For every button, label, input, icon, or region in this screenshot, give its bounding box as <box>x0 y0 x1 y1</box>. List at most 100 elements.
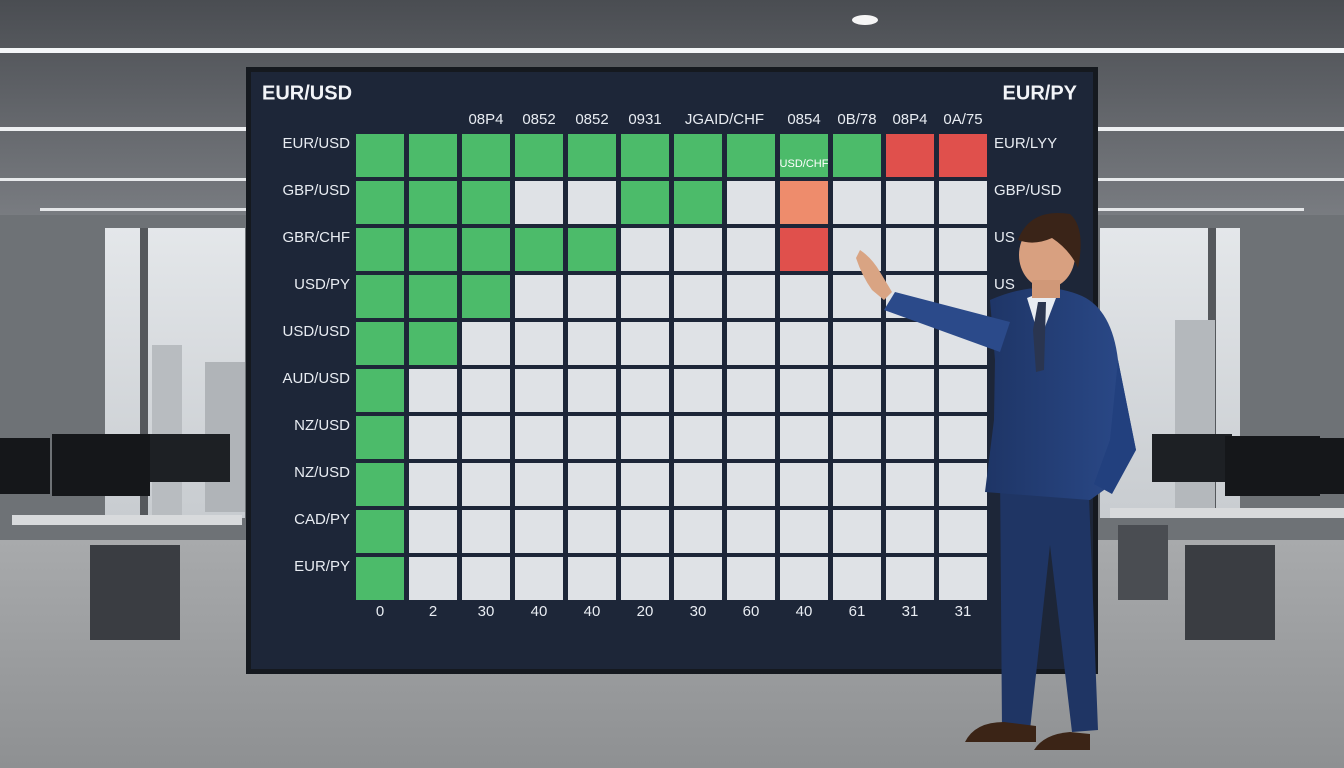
grid-cell <box>780 181 828 224</box>
column-header: 08P4 <box>892 111 927 128</box>
grid-cell <box>621 416 669 459</box>
grid-cell <box>833 510 881 553</box>
grid-cell <box>939 557 987 600</box>
column-header: 08P4 <box>468 111 503 128</box>
grid-cell <box>568 275 616 318</box>
title-right: EUR/PY <box>1003 82 1078 104</box>
grid-cell <box>939 463 987 506</box>
column-header: 0852 <box>575 111 608 128</box>
grid-cell <box>356 322 404 365</box>
grid-cell <box>674 557 722 600</box>
grid-cell <box>568 228 616 271</box>
grid-cell <box>621 275 669 318</box>
bottom-label: 30 <box>478 603 495 620</box>
heatmap-grid: USD/CHF <box>356 134 987 600</box>
grid-cell <box>356 510 404 553</box>
grid-cell <box>462 275 510 318</box>
grid-cell <box>780 557 828 600</box>
grid-cell <box>409 134 457 177</box>
grid-cell <box>886 463 934 506</box>
grid-cell <box>356 369 404 412</box>
grid-cell <box>939 134 987 177</box>
grid-cell <box>886 510 934 553</box>
grid-cell <box>568 416 616 459</box>
grid-cell <box>780 275 828 318</box>
grid-cell <box>780 416 828 459</box>
grid-cell <box>568 134 616 177</box>
grid-cell <box>462 557 510 600</box>
grid-cell <box>462 322 510 365</box>
grid-cell <box>886 134 934 177</box>
row-label: EUR/PY <box>294 558 350 575</box>
grid-cell <box>780 228 828 271</box>
grid-cell <box>568 181 616 224</box>
grid-cell <box>674 510 722 553</box>
grid-cell <box>462 134 510 177</box>
grid-cell <box>568 510 616 553</box>
grid-cell <box>515 181 563 224</box>
grid-cell <box>674 369 722 412</box>
grid-cell <box>356 275 404 318</box>
right-label: GBP/USD <box>994 182 1062 199</box>
row-label: CAD/PY <box>294 511 350 528</box>
grid-cell <box>833 134 881 177</box>
grid-cell <box>780 510 828 553</box>
grid-cell <box>727 510 775 553</box>
bottom-label: 30 <box>690 603 707 620</box>
grid-cell <box>886 228 934 271</box>
grid-cell <box>939 369 987 412</box>
row-label: USD/PY <box>294 276 350 293</box>
grid-cell <box>568 557 616 600</box>
bottom-label: 40 <box>796 603 813 620</box>
grid-cell <box>727 181 775 224</box>
grid-cell <box>727 322 775 365</box>
grid-cell <box>356 134 404 177</box>
grid-cell <box>939 416 987 459</box>
grid-cell <box>780 463 828 506</box>
presenter <box>856 213 1136 750</box>
grid-cell <box>356 416 404 459</box>
bottom-label: 31 <box>955 603 972 620</box>
grid-cell <box>780 322 828 365</box>
grid-cell <box>568 463 616 506</box>
grid-cell <box>780 134 828 177</box>
row-label: NZ/USD <box>294 464 350 481</box>
grid-cell <box>621 181 669 224</box>
grid-cell <box>939 181 987 224</box>
grid-cell <box>886 557 934 600</box>
grid-cell <box>409 416 457 459</box>
grid-cell <box>674 416 722 459</box>
row-label: EUR/USD <box>282 135 350 152</box>
grid-cell <box>727 557 775 600</box>
grid-cell <box>727 416 775 459</box>
grid-cell <box>727 369 775 412</box>
grid-cell <box>833 369 881 412</box>
grid-cell <box>409 322 457 365</box>
grid-cell <box>621 322 669 365</box>
grid-cell <box>515 463 563 506</box>
grid-cell <box>621 463 669 506</box>
grid-cell <box>674 275 722 318</box>
grid-cell <box>462 369 510 412</box>
grid-cell <box>515 369 563 412</box>
grid-cell <box>409 557 457 600</box>
row-label: GBR/CHF <box>283 229 351 246</box>
column-header: 0A/75 <box>943 111 982 128</box>
grid-cell <box>515 510 563 553</box>
bottom-label: 40 <box>584 603 601 620</box>
cell-label: USD/CHF <box>780 158 829 170</box>
grid-cell <box>462 416 510 459</box>
grid-cell <box>515 134 563 177</box>
grid-cell <box>833 557 881 600</box>
bottom-label: 60 <box>743 603 760 620</box>
grid-cell <box>621 228 669 271</box>
grid-cell <box>621 557 669 600</box>
grid-cell <box>674 322 722 365</box>
right-label: US <box>994 229 1015 246</box>
grid-cell <box>886 416 934 459</box>
grid-cell <box>356 463 404 506</box>
grid-cell <box>568 322 616 365</box>
grid-cell <box>621 369 669 412</box>
grid-cell <box>939 228 987 271</box>
